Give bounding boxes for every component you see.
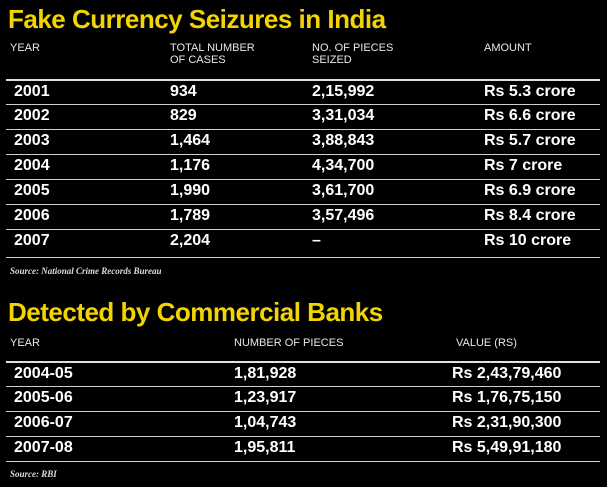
seizures-cell-0: 2003	[14, 132, 50, 149]
table-row: 2005-06 1,23,917 Rs 1,76,75,150	[6, 386, 600, 408]
banks-cell-1: 1,04,743	[234, 414, 297, 431]
seizures-cell-0: 2007	[14, 232, 50, 249]
seizures-cell-2: 3,31,034	[312, 107, 375, 124]
table-row: 2005 1,990 3,61,700 Rs 6.9 crore	[6, 179, 600, 201]
seizures-cell-2: 4,34,700	[312, 157, 375, 174]
seizures-header-pieces: NO. OF PIECES SEIZED	[312, 42, 394, 66]
seizures-header-year: YEAR	[10, 42, 40, 54]
banks-cell-1: 1,81,928	[234, 365, 297, 382]
banks-cell-0: 2005-06	[14, 389, 73, 406]
seizures-cell-2: –	[312, 232, 321, 249]
table-row: 2006-07 1,04,743 Rs 2,31,90,300	[6, 411, 600, 433]
seizures-cell-2: 2,15,992	[312, 83, 375, 100]
banks-cell-1: 1,23,917	[234, 389, 297, 406]
banks-bottom-rule	[6, 461, 600, 462]
banks-header-value: VALUE (RS)	[456, 337, 517, 349]
table-row: 2007 2,204 – Rs 10 crore	[6, 229, 600, 251]
seizures-cell-0: 2006	[14, 207, 50, 224]
seizures-cell-1: 2,204	[170, 232, 211, 249]
seizures-header-cases: TOTAL NUMBER OF CASES	[170, 42, 255, 66]
banks-cell-2: Rs 2,31,90,300	[452, 414, 562, 431]
table-row: 2003 1,464 3,88,843 Rs 5.7 crore	[6, 129, 600, 151]
banks-header-year: YEAR	[10, 337, 40, 349]
seizures-cell-1: 1,990	[170, 182, 211, 199]
seizures-cell-1: 1,464	[170, 132, 211, 149]
seizures-cell-0: 2005	[14, 182, 50, 199]
seizures-cell-0: 2002	[14, 107, 50, 124]
seizures-cell-1: 829	[170, 107, 197, 124]
seizures-cell-3: Rs 6.6 crore	[484, 107, 576, 124]
banks-cell-1: 1,95,811	[234, 439, 296, 456]
seizures-cell-0: 2004	[14, 157, 50, 174]
seizures-title: Fake Currency Seizures in India	[8, 4, 386, 34]
table-row: 2001 934 2,15,992 Rs 5.3 crore	[6, 79, 600, 102]
seizures-cell-1: 1,789	[170, 207, 211, 224]
seizures-cell-1: 934	[170, 83, 197, 100]
seizures-cell-3: Rs 5.3 crore	[484, 83, 576, 100]
table-row: 2002 829 3,31,034 Rs 6.6 crore	[6, 104, 600, 126]
seizures-cell-3: Rs 5.7 crore	[484, 132, 576, 149]
seizures-header-amount: AMOUNT	[484, 42, 532, 54]
table-row: 2006 1,789 3,57,496 Rs 8.4 crore	[6, 204, 600, 226]
seizures-cell-2: 3,61,700	[312, 182, 375, 199]
seizures-cell-0: 2001	[14, 83, 50, 100]
banks-source: Source: RBI	[10, 469, 57, 479]
table-row: 2007-08 1,95,811 Rs 5,49,91,180	[6, 436, 600, 458]
banks-cell-0: 2004-05	[14, 365, 73, 382]
seizures-source: Source: National Crime Records Bureau	[10, 266, 162, 276]
banks-cell-2: Rs 5,49,91,180	[452, 439, 562, 456]
table-row: 2004 1,176 4,34,700 Rs 7 crore	[6, 154, 600, 176]
banks-cell-2: Rs 2,43,79,460	[452, 365, 562, 382]
seizures-cell-3: Rs 7 crore	[484, 157, 563, 174]
banks-title: Detected by Commercial Banks	[8, 297, 383, 327]
banks-cell-2: Rs 1,76,75,150	[452, 389, 562, 406]
seizures-cell-3: Rs 6.9 crore	[484, 182, 576, 199]
seizures-cell-3: Rs 8.4 crore	[484, 207, 576, 224]
table-row: 2004-05 1,81,928 Rs 2,43,79,460	[6, 361, 600, 384]
banks-header-pieces: NUMBER OF PIECES	[234, 337, 344, 349]
seizures-cell-3: Rs 10 crore	[484, 232, 572, 249]
seizures-bottom-rule	[6, 257, 600, 258]
seizures-cell-1: 1,176	[170, 157, 211, 174]
seizures-cell-2: 3,88,843	[312, 132, 375, 149]
seizures-cell-2: 3,57,496	[312, 207, 375, 224]
banks-cell-0: 2007-08	[14, 439, 73, 456]
banks-cell-0: 2006-07	[14, 414, 73, 431]
